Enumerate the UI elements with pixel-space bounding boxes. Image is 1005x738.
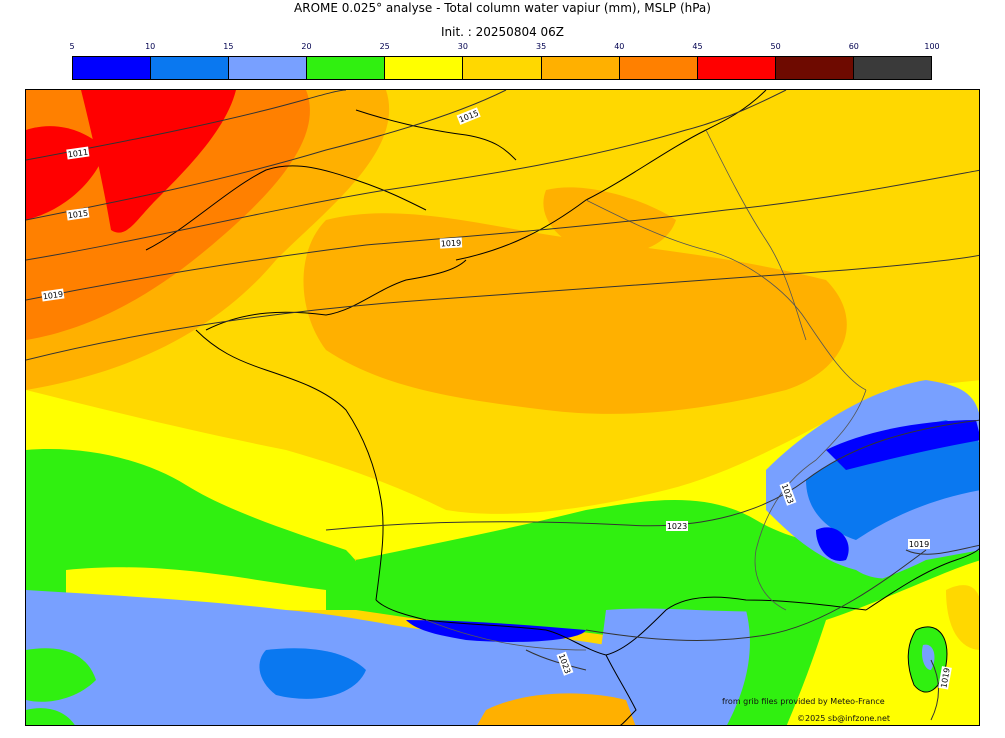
isobar-1023-b [585, 549, 927, 641]
border-east [754, 389, 867, 611]
color-swatch [151, 57, 230, 79]
coast-england-east [355, 109, 517, 161]
color-swatch [307, 57, 386, 79]
isobar-1019-a [26, 169, 979, 301]
field-green-corner [26, 708, 75, 725]
color-swatch [541, 57, 620, 79]
legend-tick: 35 [536, 42, 547, 51]
isobar-1019-c [905, 544, 979, 555]
coast-catalonia [605, 654, 637, 725]
coast-gulf-lion [545, 596, 867, 656]
isobars [26, 90, 979, 721]
isobar-label: 1019 [939, 667, 951, 689]
legend-tick: 20 [301, 42, 312, 51]
legend-tick: 15 [223, 42, 234, 51]
color-swatch [229, 57, 308, 79]
color-swatch [73, 57, 152, 79]
field-orange-spain [477, 693, 636, 725]
isobar-1023-c [525, 649, 587, 671]
field-blue-spain [259, 648, 366, 699]
color-swatch [619, 57, 698, 79]
field-orange-center [303, 213, 847, 414]
weather-map: 1011 1015 1015 1019 1019 1023 1023 1019 … [25, 89, 980, 726]
isobar-1015-b [26, 90, 787, 261]
isobar-label: 1019 [909, 540, 929, 549]
color-scale-bar [72, 56, 932, 80]
isobar-label: 1019 [42, 290, 63, 302]
map-canvas: 1011 1015 1015 1019 1019 1023 1023 1019 … [26, 90, 979, 725]
isobar-label: 1023 [667, 522, 687, 531]
coastlines [145, 90, 979, 725]
field-orange-belgium [543, 187, 676, 254]
field-darkblue-spot [816, 527, 849, 561]
legend-tick: 100 [924, 42, 940, 51]
border-north [585, 199, 867, 391]
coast-normandy [205, 259, 467, 331]
legend-tick: 60 [848, 42, 859, 51]
map-title: AROME 0.025° analyse - Total column wate… [294, 1, 711, 15]
coast-bay-biscay [195, 329, 384, 601]
color-swatch [775, 57, 854, 79]
color-swatch [385, 57, 464, 79]
field-corsica-blue [921, 644, 935, 670]
coast-spain-north [375, 599, 547, 631]
field-orange-east [946, 585, 979, 650]
border-benelux [705, 129, 807, 341]
legend-ticks: 5 10 15 20 25 30 35 40 45 50 60 100 [69, 42, 939, 54]
borders [425, 129, 867, 651]
legend-tick: 25 [379, 42, 390, 51]
coast-riviera [865, 548, 979, 611]
init-time: Init. : 20250804 06Z [440, 25, 565, 39]
field-blue-alps [806, 420, 979, 540]
color-swatch [697, 57, 776, 79]
field-darkblue-pyrenees [406, 620, 586, 642]
isobar-1023-a [325, 419, 979, 531]
field-darkblue-alps [826, 420, 979, 470]
legend-tick: 50 [770, 42, 781, 51]
legend-tick: 45 [692, 42, 703, 51]
color-swatch [853, 57, 932, 79]
legend-tick: 10 [145, 42, 156, 51]
field-green-spain [26, 648, 96, 702]
source-credit: from grib files provided by Meteo-France [722, 697, 885, 706]
coast-corsica [907, 626, 948, 693]
isobar-1019-d [930, 659, 939, 721]
isobar-label: 1015 [67, 209, 88, 221]
isobar-label: 1011 [67, 148, 88, 160]
isobar-1019-b [26, 254, 979, 361]
legend-tick: 40 [614, 42, 625, 51]
isobar-1015-a [26, 90, 507, 221]
coast-england-south [145, 165, 427, 251]
border-pyrenees [425, 619, 587, 651]
coast-channel-north [455, 90, 767, 261]
legend-tick: 30 [457, 42, 468, 51]
legend-tick: 5 [69, 42, 75, 51]
isobar-label: 1019 [441, 238, 462, 248]
isobar-labels: 1011 1015 1015 1019 1019 1023 1023 1019 … [41, 107, 952, 690]
copyright-credit: ©2025 sb@infzone.net [797, 714, 891, 723]
color-swatch [463, 57, 542, 79]
